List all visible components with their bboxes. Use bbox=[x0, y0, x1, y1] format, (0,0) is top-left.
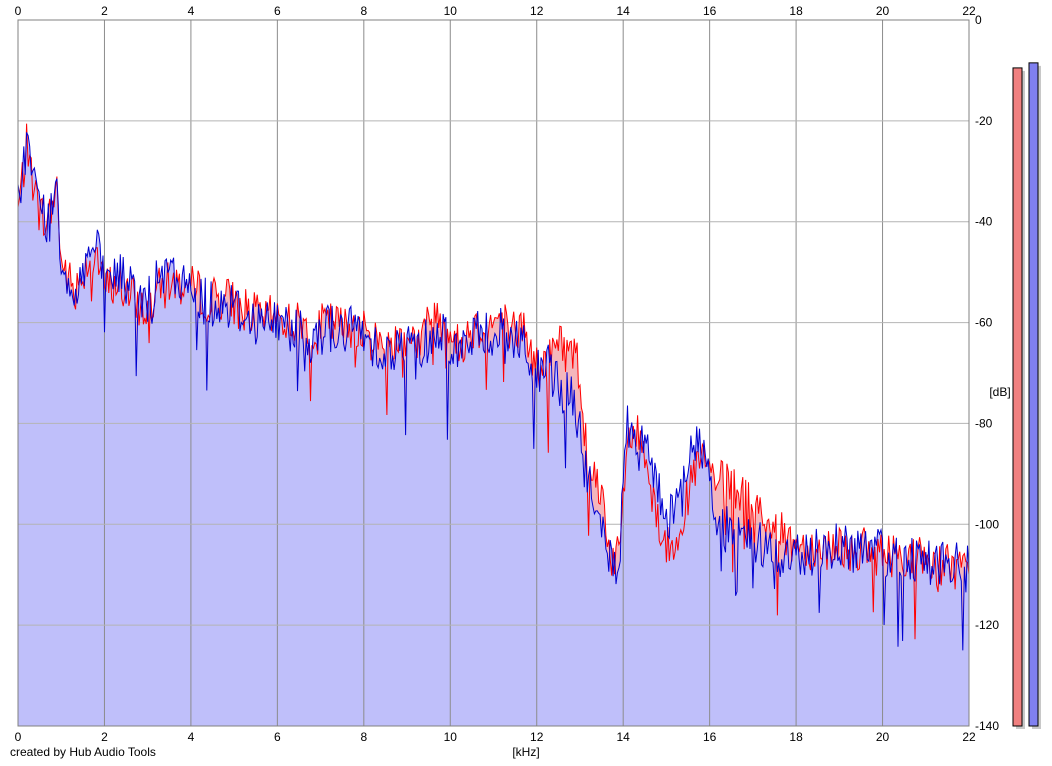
x-tick-bottom-label: 10 bbox=[444, 730, 458, 744]
spectrum-fills bbox=[18, 123, 969, 726]
level-meter-right bbox=[1028, 62, 1039, 727]
x-tick-top-label: 20 bbox=[876, 4, 890, 18]
x-tick-bottom-label: 8 bbox=[360, 730, 367, 744]
x-tick-top-label: 22 bbox=[962, 4, 976, 18]
x-tick-top-label: 18 bbox=[789, 4, 803, 18]
y-tick-label: -100 bbox=[975, 517, 999, 531]
x-tick-top-label: 2 bbox=[101, 4, 108, 18]
x-ticks-top: 0 2 4 6 8 10 12 14 16 18 20 22 bbox=[15, 4, 976, 18]
spectrum-fill-right bbox=[18, 132, 969, 726]
x-tick-top-label: 14 bbox=[617, 4, 631, 18]
x-tick-bottom-label: 0 bbox=[15, 730, 22, 744]
y-tick-label: 0 bbox=[975, 13, 982, 27]
x-tick-bottom-label: 4 bbox=[188, 730, 195, 744]
x-tick-top-label: 10 bbox=[444, 4, 458, 18]
spectrum-line-right bbox=[17, 132, 970, 651]
x-tick-top-label: 16 bbox=[703, 4, 717, 18]
y-tick-label: -120 bbox=[975, 618, 999, 632]
y-ticks: 0 -20 -40 -60 -80 -100 -120 -140 bbox=[975, 13, 999, 733]
x-tick-top-label: 4 bbox=[188, 4, 195, 18]
x-tick-bottom-label: 22 bbox=[962, 730, 976, 744]
y-tick-label: -20 bbox=[975, 114, 993, 128]
x-tick-top-label: 6 bbox=[274, 4, 281, 18]
x-tick-top-label: 12 bbox=[530, 4, 544, 18]
y-tick-label: -60 bbox=[975, 316, 993, 330]
y-tick-label: -80 bbox=[975, 416, 993, 430]
x-tick-top-label: 8 bbox=[360, 4, 367, 18]
x-axis-unit: [kHz] bbox=[512, 745, 539, 759]
x-tick-top-label: 0 bbox=[15, 4, 22, 18]
plot-border bbox=[17, 19, 970, 727]
spectrum-lines bbox=[17, 123, 970, 651]
x-tick-bottom-label: 14 bbox=[617, 730, 631, 744]
x-tick-bottom-label: 12 bbox=[530, 730, 544, 744]
y-tick-label: -140 bbox=[975, 719, 999, 733]
x-tick-bottom-label: 20 bbox=[876, 730, 890, 744]
x-tick-bottom-label: 16 bbox=[703, 730, 717, 744]
x-tick-bottom-label: 2 bbox=[101, 730, 108, 744]
credit-text: created by Hub Audio Tools bbox=[10, 745, 156, 759]
x-tick-bottom-label: 6 bbox=[274, 730, 281, 744]
y-tick-label: -40 bbox=[975, 215, 993, 229]
level-meter-left bbox=[1012, 67, 1023, 727]
level-meters bbox=[1012, 62, 1041, 730]
x-tick-bottom-label: 18 bbox=[789, 730, 803, 744]
x-ticks-bottom: 0 2 4 6 8 10 12 14 16 18 20 22 bbox=[15, 730, 976, 744]
y-axis-unit: [dB] bbox=[989, 385, 1010, 399]
